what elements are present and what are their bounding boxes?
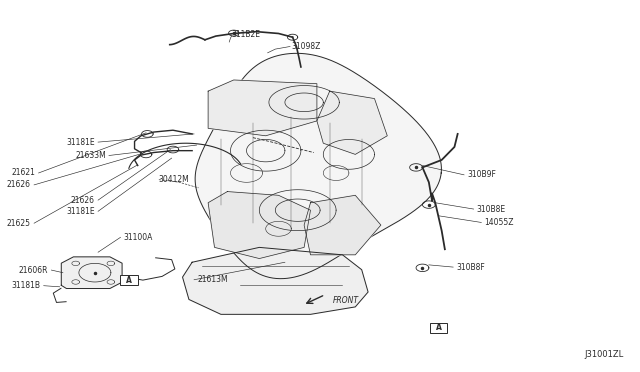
Polygon shape [195, 53, 442, 279]
Text: 21626: 21626 [71, 196, 95, 205]
Text: 21606R: 21606R [19, 266, 48, 275]
Text: 310B9F: 310B9F [467, 170, 496, 179]
Text: 14055Z: 14055Z [484, 218, 514, 227]
Text: A: A [126, 276, 132, 285]
Text: 31098Z: 31098Z [291, 42, 321, 51]
Text: 31181B: 31181B [12, 281, 40, 290]
Text: FRONT: FRONT [333, 296, 359, 305]
Polygon shape [304, 195, 381, 255]
Text: 21633M: 21633M [75, 151, 106, 160]
FancyBboxPatch shape [120, 275, 138, 285]
FancyBboxPatch shape [429, 323, 447, 333]
Text: 31181E: 31181E [67, 207, 95, 216]
Text: A: A [436, 323, 442, 332]
Text: 310B8F: 310B8F [456, 263, 485, 272]
Polygon shape [208, 80, 317, 136]
Text: 31100A: 31100A [124, 233, 153, 242]
Polygon shape [317, 91, 387, 154]
Polygon shape [208, 192, 310, 259]
Polygon shape [182, 247, 368, 314]
Text: 310B8E: 310B8E [477, 205, 506, 214]
Text: 311B2E: 311B2E [232, 30, 261, 39]
Polygon shape [61, 257, 122, 289]
Text: 31181E: 31181E [67, 138, 95, 147]
Text: 21621: 21621 [12, 169, 35, 177]
Text: 21626: 21626 [7, 180, 31, 189]
Text: 21613M: 21613M [197, 275, 228, 284]
Text: 30412M: 30412M [159, 175, 189, 184]
Text: 21625: 21625 [7, 219, 31, 228]
Text: J31001ZL: J31001ZL [585, 350, 624, 359]
